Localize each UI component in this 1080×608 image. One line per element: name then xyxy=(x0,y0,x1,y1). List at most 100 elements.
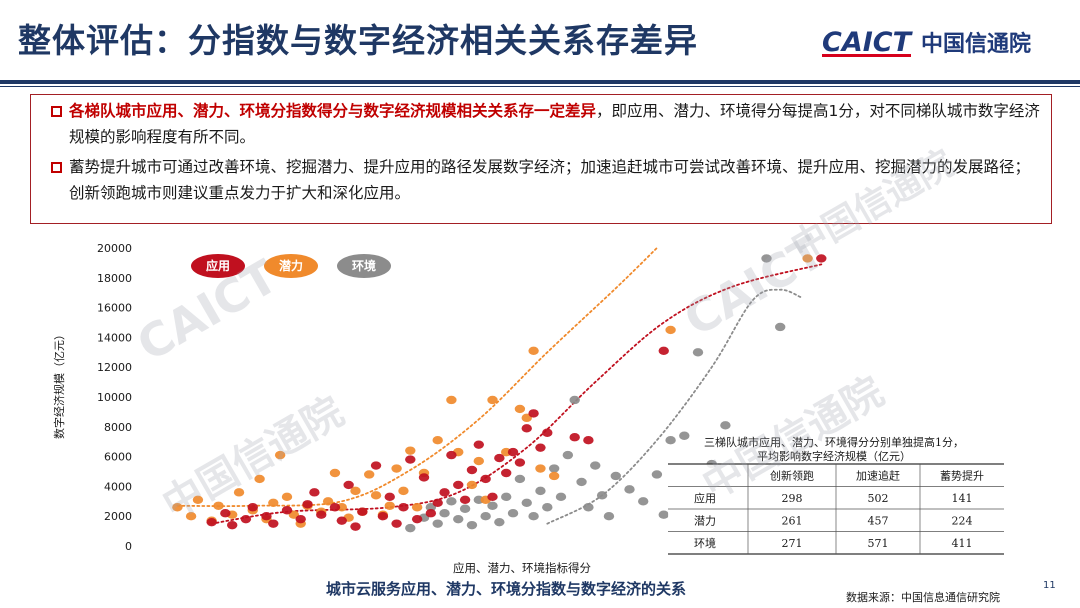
data-point-应用 xyxy=(418,473,430,482)
data-point-潜力 xyxy=(213,501,224,510)
table-cell: 271 xyxy=(782,537,803,550)
y-tick-label: 12000 xyxy=(97,361,132,374)
data-point-潜力 xyxy=(802,254,813,263)
header-rule xyxy=(0,80,1080,84)
data-point-应用 xyxy=(521,424,532,433)
data-point-环境 xyxy=(405,523,416,533)
data-point-潜力 xyxy=(384,501,395,510)
data-point-应用 xyxy=(336,516,347,525)
y-tick-label: 0 xyxy=(125,540,132,553)
logo-name: 中国信通院 xyxy=(921,32,1032,57)
data-point-应用 xyxy=(350,522,361,531)
data-point-潜力 xyxy=(192,495,204,505)
data-point-环境 xyxy=(535,486,546,496)
y-tick-label: 4000 xyxy=(104,480,132,493)
data-point-环境 xyxy=(542,503,553,512)
data-point-应用 xyxy=(240,514,252,524)
x-axis-label: 应用、潜力、环境指标得分 xyxy=(453,561,591,575)
data-point-潜力 xyxy=(185,512,197,521)
data-point-环境 xyxy=(514,474,526,484)
data-point-环境 xyxy=(590,461,601,470)
data-point-应用 xyxy=(309,488,320,497)
bullet-box: 各梯队城市应用、潜力、环境分指数得分与数字经济规模相关关系存一定差异，即应用、潜… xyxy=(30,94,1052,224)
data-point-应用 xyxy=(227,520,238,530)
data-point-应用 xyxy=(295,514,306,524)
data-point-环境 xyxy=(507,509,519,518)
data-point-环境 xyxy=(466,520,478,530)
points-layer xyxy=(172,254,827,533)
data-point-环境 xyxy=(548,464,560,473)
table-cell: 环境 xyxy=(694,536,716,550)
table-cell: 141 xyxy=(952,492,973,505)
data-point-环境 xyxy=(528,512,539,521)
trendline-潜力 xyxy=(176,247,658,508)
data-point-应用 xyxy=(370,461,382,470)
data-point-应用 xyxy=(542,428,553,437)
data-point-应用 xyxy=(377,512,389,521)
table-cell: 502 xyxy=(868,492,889,505)
y-tick-label: 20000 xyxy=(97,242,132,255)
legend-swatch-环境 xyxy=(337,254,391,278)
table-cell: 457 xyxy=(868,515,889,528)
data-point-应用 xyxy=(446,450,457,460)
data-point-应用 xyxy=(329,503,341,512)
data-point-潜力 xyxy=(466,480,478,490)
data-point-应用 xyxy=(466,465,478,475)
data-point-环境 xyxy=(555,492,567,502)
data-point-环境 xyxy=(658,510,669,519)
data-point-环境 xyxy=(453,514,464,524)
legend-label-环境: 环境 xyxy=(352,258,376,273)
data-point-应用 xyxy=(220,509,231,518)
caict-logo: CAICT 中国信通院 xyxy=(822,20,1031,64)
data-point-应用 xyxy=(487,492,498,502)
data-point-应用 xyxy=(261,512,272,521)
data-point-环境 xyxy=(610,471,621,481)
table-cell: 298 xyxy=(782,492,803,505)
table-title-line-1: 三梯队城市应用、潜力、环境得分分别单独提高1分， xyxy=(704,435,964,449)
y-axis-label: 数字经济规模（亿元） xyxy=(52,329,66,439)
chart-area: 0 2000 4000 6000 8000 10000 12000 14000 16000 180… xyxy=(0,230,1080,608)
page-title: 整体评估：分指数与数字经济相关关系存差异 xyxy=(18,21,698,60)
data-point-应用 xyxy=(206,517,217,527)
bullet-square-icon xyxy=(51,106,62,117)
data-point-潜力 xyxy=(172,503,183,512)
bullet-item-1: 各梯队城市应用、潜力、环境分指数得分与数字经济规模相关关系存一定差异，即应用、潜… xyxy=(41,98,1043,150)
data-point-潜力 xyxy=(274,450,286,460)
data-point-环境 xyxy=(651,470,663,479)
header-rule-thin xyxy=(0,86,1080,87)
data-point-环境 xyxy=(596,491,608,500)
bullet-square-icon xyxy=(51,162,62,173)
data-point-潜力 xyxy=(364,470,375,479)
data-point-应用 xyxy=(459,495,471,505)
table-header-cell: 蓄势提升 xyxy=(940,470,984,483)
data-point-环境 xyxy=(603,512,615,521)
data-point-环境 xyxy=(446,497,457,506)
legend: 应用 潜力 环境 xyxy=(191,254,391,278)
data-point-应用 xyxy=(247,503,258,512)
data-point-环境 xyxy=(720,421,731,430)
data-source: 数据来源：中国信息通信研究院 xyxy=(846,591,1000,604)
data-point-环境 xyxy=(665,436,676,445)
data-point-应用 xyxy=(398,503,409,512)
data-point-潜力 xyxy=(254,474,265,484)
data-point-潜力 xyxy=(411,503,423,512)
data-point-环境 xyxy=(501,492,512,502)
data-point-环境 xyxy=(562,450,574,460)
page-number: 11 xyxy=(1043,580,1056,591)
table-title-line-2: 平均影响数字经济规模（亿元） xyxy=(757,449,911,463)
data-point-潜力 xyxy=(281,492,293,502)
y-tick-label: 16000 xyxy=(97,302,132,315)
data-point-潜力 xyxy=(268,498,279,507)
chart-title: 城市云服务应用、潜力、环境分指数与数字经济的关系 xyxy=(326,580,687,598)
data-point-应用 xyxy=(583,436,594,445)
data-point-应用 xyxy=(357,507,368,516)
data-point-潜力 xyxy=(665,325,676,335)
data-point-环境 xyxy=(494,517,505,527)
data-point-潜力 xyxy=(528,346,539,356)
y-tick-label: 10000 xyxy=(97,391,132,404)
table-cell: 224 xyxy=(952,515,973,528)
data-point-潜力 xyxy=(405,446,416,455)
table-header-cell: 加速追赶 xyxy=(856,469,900,483)
data-point-应用 xyxy=(405,455,416,464)
data-point-环境 xyxy=(775,322,786,332)
